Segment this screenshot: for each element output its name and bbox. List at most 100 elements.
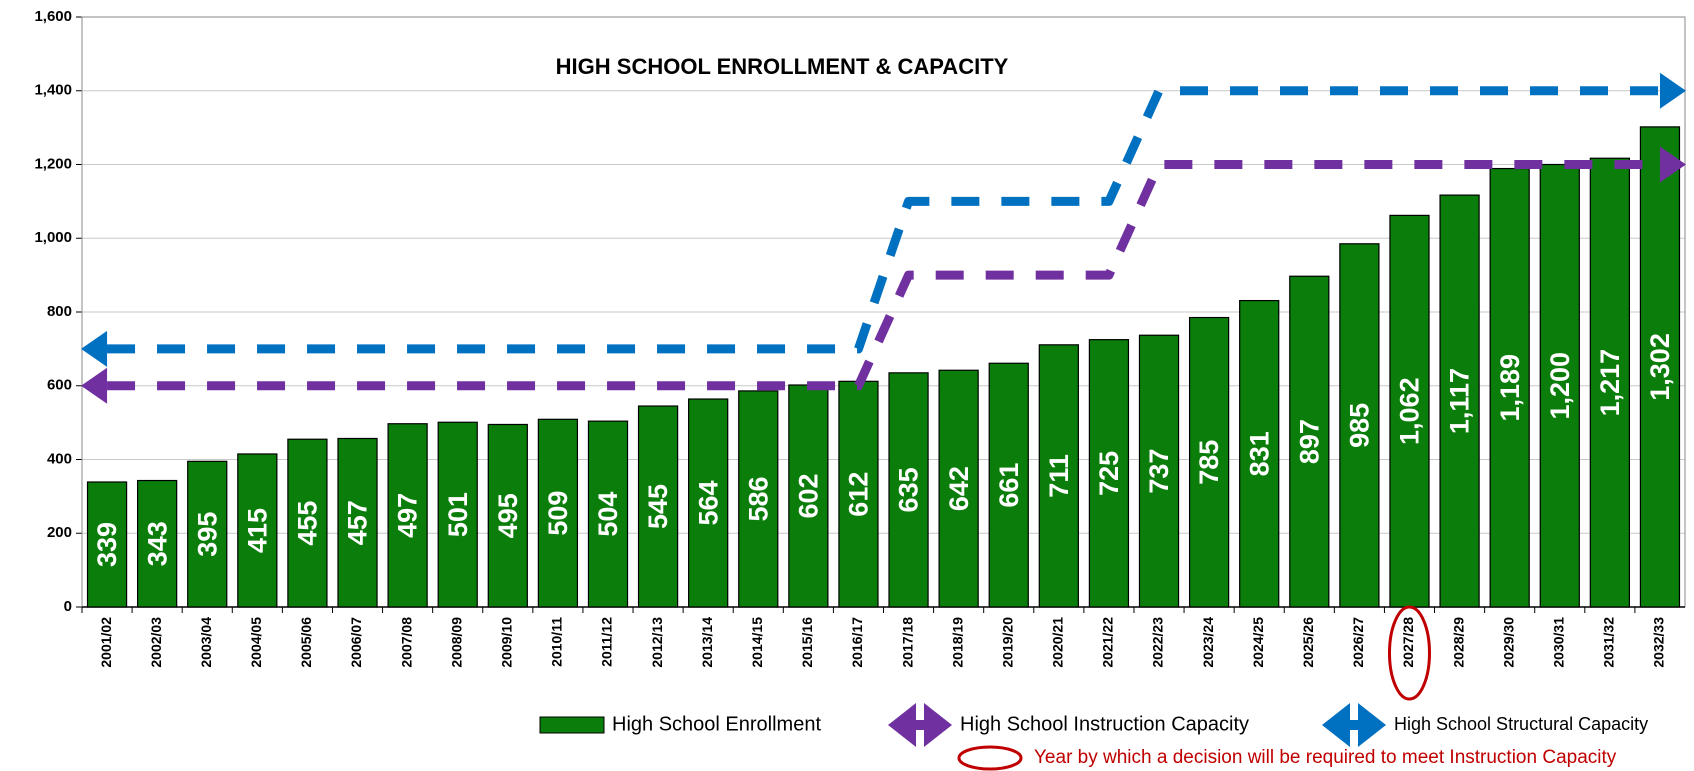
- y-tick-label: 200: [47, 524, 72, 541]
- bar: [1539, 163, 1580, 608]
- bar: [738, 390, 779, 608]
- arrow-head: [81, 367, 108, 404]
- legend-swatch: [1322, 703, 1386, 747]
- bar: [1439, 194, 1480, 608]
- bar: [1138, 334, 1180, 608]
- value-label: 602: [793, 473, 823, 518]
- value-label: 457: [343, 500, 373, 545]
- x-tick-label: 2003/04: [198, 617, 214, 668]
- bar: [1289, 275, 1330, 608]
- bar: [788, 384, 829, 608]
- value-label: 545: [643, 484, 673, 529]
- bar: [637, 405, 679, 608]
- bar: [1038, 344, 1079, 608]
- bar: [688, 398, 729, 608]
- bar: [1389, 214, 1430, 608]
- x-tick-label: 2009/10: [499, 617, 515, 668]
- y-tick-label: 600: [47, 377, 72, 394]
- bar: [988, 362, 1029, 608]
- value-label: 1,189: [1495, 354, 1525, 422]
- value-label: 395: [192, 512, 222, 557]
- x-tick-label: 2015/16: [799, 617, 815, 668]
- x-tick-label: 2001/02: [98, 617, 114, 668]
- x-tick-label: 2028/29: [1450, 617, 1466, 668]
- highlight-ellipse: [1387, 605, 1431, 701]
- y-tick-label: 400: [47, 450, 72, 467]
- y-tick-label: 800: [47, 303, 72, 320]
- value-label: 564: [693, 480, 723, 525]
- x-tick-label: 2008/09: [448, 617, 464, 668]
- legend-swatch: [539, 716, 605, 734]
- value-label: 509: [543, 491, 573, 536]
- x-tick-label: 2006/07: [348, 617, 364, 668]
- bar: [137, 479, 178, 608]
- x-tick-label: 2005/06: [298, 617, 314, 668]
- value-label: 339: [92, 522, 122, 567]
- bar: [587, 420, 629, 608]
- y-tick-label: 1,400: [34, 82, 72, 99]
- x-tick-label: 2024/25: [1250, 617, 1266, 668]
- x-tick-label: 2010/11: [549, 617, 565, 667]
- value-label: 1,217: [1595, 349, 1625, 417]
- value-label: 343: [142, 521, 172, 566]
- bar: [1489, 167, 1530, 608]
- y-tick-label: 1,200: [34, 155, 72, 172]
- value-label: 661: [994, 463, 1024, 508]
- bar: [888, 372, 929, 608]
- value-label: 497: [393, 493, 423, 538]
- value-label: 985: [1345, 403, 1375, 448]
- value-label: 785: [1194, 440, 1224, 485]
- legend-label: High School Instruction Capacity: [960, 713, 1249, 735]
- bar: [187, 460, 228, 608]
- y-tick-label: 1,600: [34, 8, 72, 25]
- x-tick-label: 2002/03: [148, 617, 164, 668]
- bar: [938, 369, 979, 608]
- value-label: 612: [844, 472, 874, 517]
- bar: [86, 481, 128, 608]
- chart-title: HIGH SCHOOL ENROLLMENT & CAPACITY: [556, 54, 1009, 79]
- x-tick-label: 2011/12: [599, 617, 615, 667]
- value-label: 455: [293, 501, 323, 546]
- value-label: 501: [443, 492, 473, 537]
- bar: [387, 423, 428, 608]
- bar: [437, 421, 478, 608]
- capacity-line: [107, 86, 1660, 354]
- legend-label: High School Structural Capacity: [1394, 714, 1648, 734]
- x-tick-label: 2022/23: [1150, 617, 1166, 668]
- bar: [287, 438, 328, 608]
- x-tick-label: 2007/08: [398, 617, 414, 668]
- value-label: 831: [1244, 431, 1274, 476]
- x-tick-label: 2004/05: [248, 617, 264, 668]
- value-label: 504: [593, 492, 623, 537]
- value-label: 737: [1144, 449, 1174, 494]
- annotation-text: Year by which a decision will be require…: [1034, 747, 1617, 768]
- x-tick-label: 2013/14: [699, 617, 715, 668]
- y-tick-label: 0: [64, 598, 72, 615]
- x-tick-label: 2029/30: [1500, 617, 1516, 668]
- arrow-head: [81, 330, 108, 367]
- x-tick-label: 2016/17: [849, 617, 865, 668]
- x-tick-label: 2025/26: [1300, 617, 1316, 668]
- x-tick-label: 2030/31: [1550, 617, 1566, 668]
- bar: [1239, 299, 1280, 608]
- value-label: 897: [1294, 419, 1324, 464]
- value-label: 1,302: [1645, 333, 1675, 401]
- bar: [337, 437, 378, 608]
- bar: [838, 380, 879, 608]
- bar: [487, 423, 528, 608]
- x-tick-label: 2023/24: [1200, 617, 1216, 668]
- value-label: 1,200: [1545, 352, 1575, 420]
- x-tick-label: 2018/19: [949, 617, 965, 668]
- value-label: 415: [242, 508, 272, 553]
- bar: [237, 453, 278, 608]
- legend-ellipse: [957, 745, 1023, 771]
- x-tick-label: 2032/33: [1651, 617, 1667, 668]
- value-label: 635: [894, 467, 924, 512]
- value-label: 586: [743, 476, 773, 521]
- x-tick-label: 2014/15: [749, 617, 765, 668]
- bar: [1088, 339, 1130, 608]
- value-label: 495: [493, 493, 523, 538]
- x-tick-label: 2020/21: [1050, 617, 1066, 668]
- value-label: 1,117: [1445, 368, 1475, 434]
